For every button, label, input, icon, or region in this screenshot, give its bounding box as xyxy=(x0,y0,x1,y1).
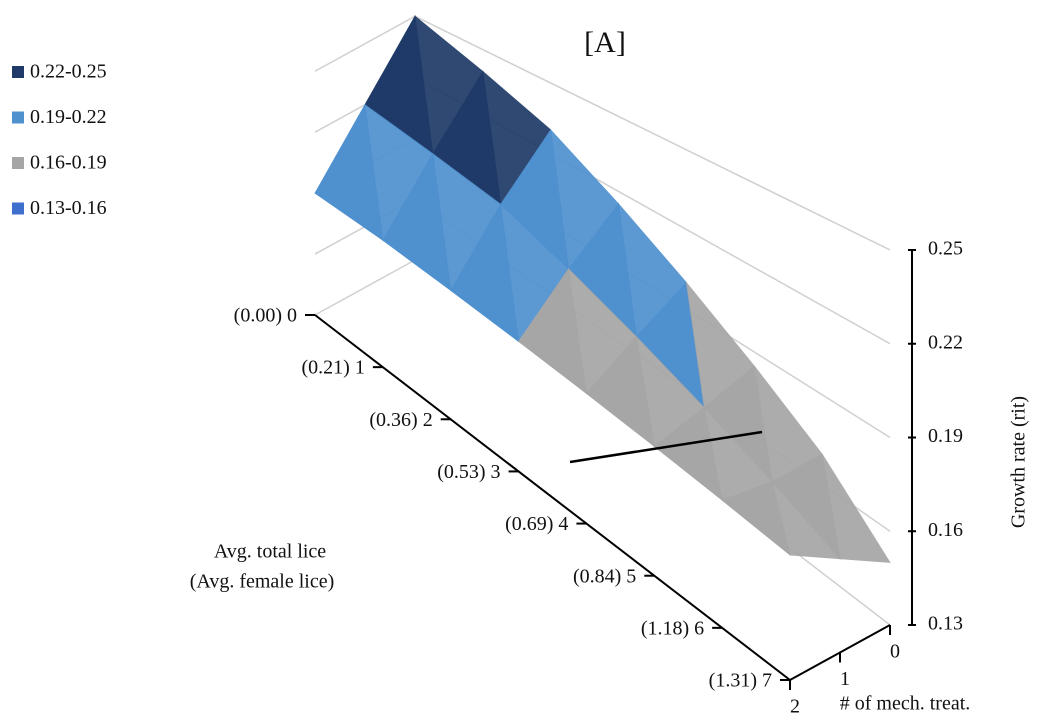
z-tick-label: 0.16 xyxy=(928,519,963,541)
legend-swatch xyxy=(12,157,24,169)
legend-swatch xyxy=(12,111,24,124)
lice-tick-label: (0.53) 3 xyxy=(437,461,500,483)
legend-label: 0.16-0.19 xyxy=(30,152,107,174)
legend: 0.22-0.25 0.19-0.22 0.16-0.19 0.13-0.16 xyxy=(12,61,107,219)
z-axis-title: Growth rate (rit) xyxy=(1008,396,1030,528)
z-tick-label: 0.25 xyxy=(928,238,963,260)
lice-tick-label: (0.36) 2 xyxy=(369,409,432,431)
lice-tick-label: (1.18) 6 xyxy=(641,617,704,639)
legend-label: 0.22-0.25 xyxy=(30,61,107,83)
treat-tick-label: 2 xyxy=(790,696,800,718)
legend-swatch xyxy=(12,66,24,78)
surface-facet xyxy=(821,453,891,563)
treat-axis-title: # of mech. treat. xyxy=(840,693,971,715)
lice-axis-title: Avg. total lice xyxy=(214,541,326,563)
lice-tick-label: (0.69) 4 xyxy=(505,513,568,535)
annotation-line xyxy=(569,430,763,464)
lice-tick-label: (0.21) 1 xyxy=(302,357,365,379)
surface xyxy=(314,15,891,563)
lice-tick-label: (0.84) 5 xyxy=(573,565,636,587)
lice-axis-title: (Avg. female lice) xyxy=(190,571,335,593)
lice-axis xyxy=(314,314,791,681)
axes: 0.13 0.16 0.19 0.22 0.25 (0.00) 0 (0.21) 1 (0.3… xyxy=(234,238,963,718)
treat-tick-label: 0 xyxy=(890,641,900,663)
lice-tick-label: (0.00) 0 xyxy=(234,305,297,327)
surface-facet xyxy=(771,481,841,560)
z-tick-label: 0.22 xyxy=(928,331,963,353)
lice-tick-label: (1.31) 7 xyxy=(709,670,772,692)
treat-tick-label: 1 xyxy=(840,668,850,690)
legend-label: 0.13-0.16 xyxy=(30,197,107,219)
z-tick-label: 0.19 xyxy=(928,425,963,447)
z-tick-label: 0.13 xyxy=(928,613,963,635)
legend-swatch xyxy=(12,202,24,215)
chart-title: [A] xyxy=(584,26,626,59)
legend-label: 0.19-0.22 xyxy=(30,106,107,128)
